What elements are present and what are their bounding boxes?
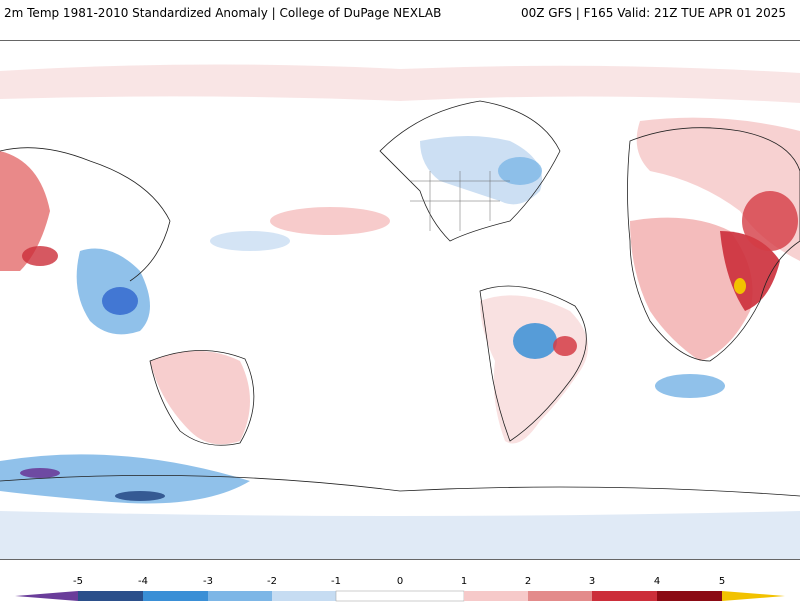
colorbar-strip	[15, 590, 785, 602]
north-america-cold-region	[420, 136, 542, 205]
colorbar-tick-label: 1	[460, 576, 468, 587]
horn-of-africa-warm-core	[720, 231, 780, 311]
southern-africa-cold-region	[655, 374, 725, 398]
antarctic-extreme-cold-core	[20, 468, 60, 478]
header: 2m Temp 1981-2010 Standardized Anomaly |…	[0, 0, 800, 40]
colorbar-tick-label: 5	[718, 576, 726, 587]
colorbar-tick-label: -2	[267, 576, 277, 587]
antarctic-cold-region	[0, 454, 250, 504]
africa-warm-region	[630, 217, 753, 361]
colorbar-tick-label: 4	[653, 576, 661, 587]
anomaly-map	[0, 40, 800, 560]
run-info: 00Z GFS | F165 Valid: 21Z TUE APR 01 202…	[520, 6, 786, 20]
map-title: 2m Temp 1981-2010 Standardized Anomaly |…	[4, 6, 442, 20]
maritime-cold-core	[102, 287, 138, 315]
ne-us-cold-core	[498, 157, 542, 185]
pacific-cold-patch	[210, 231, 290, 251]
pacific-warm-patch	[270, 207, 390, 235]
colorbar-tick-label: 3	[588, 576, 596, 587]
arctic-warm-band	[0, 64, 800, 103]
india-warm-core	[22, 246, 58, 266]
colorbar-tick-label: -3	[203, 576, 213, 587]
africa-extreme-core	[734, 278, 746, 294]
brazil-cold-core	[513, 323, 557, 359]
middle-east-warm-core	[742, 191, 798, 251]
colorbar-tick-label: 2	[524, 576, 532, 587]
colorbar-tick-label: -5	[73, 576, 83, 587]
colorbar-tick-label: -4	[138, 576, 148, 587]
colorbar-tick-label: 0	[396, 576, 404, 587]
brazil-warm-core	[553, 336, 577, 356]
coastlines	[0, 100, 800, 497]
colorbar: -5 -4 -3 -2 -1 0 1 2 3 4 5	[0, 560, 800, 602]
us-state-borders	[410, 171, 510, 231]
australia-warm-region	[150, 351, 250, 445]
asia-warm-region	[0, 151, 50, 271]
colorbar-tick-label: -1	[331, 576, 341, 587]
antarctic-cold-core	[115, 491, 165, 501]
polar-cold-band	[0, 511, 800, 559]
south-america-region	[480, 295, 588, 444]
map-canvas	[0, 41, 800, 559]
